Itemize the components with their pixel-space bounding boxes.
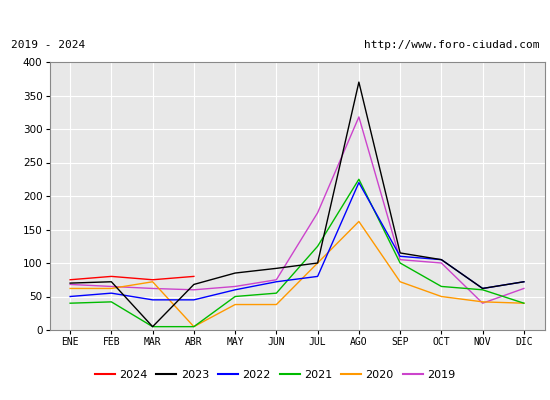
Legend: 2024, 2023, 2022, 2021, 2020, 2019: 2024, 2023, 2022, 2021, 2020, 2019 [90, 366, 460, 384]
Text: Evolucion Nº Turistas Extranjeros en el municipio de Cariño: Evolucion Nº Turistas Extranjeros en el … [78, 10, 472, 22]
Text: http://www.foro-ciudad.com: http://www.foro-ciudad.com [364, 40, 539, 50]
Text: 2019 - 2024: 2019 - 2024 [11, 40, 85, 50]
